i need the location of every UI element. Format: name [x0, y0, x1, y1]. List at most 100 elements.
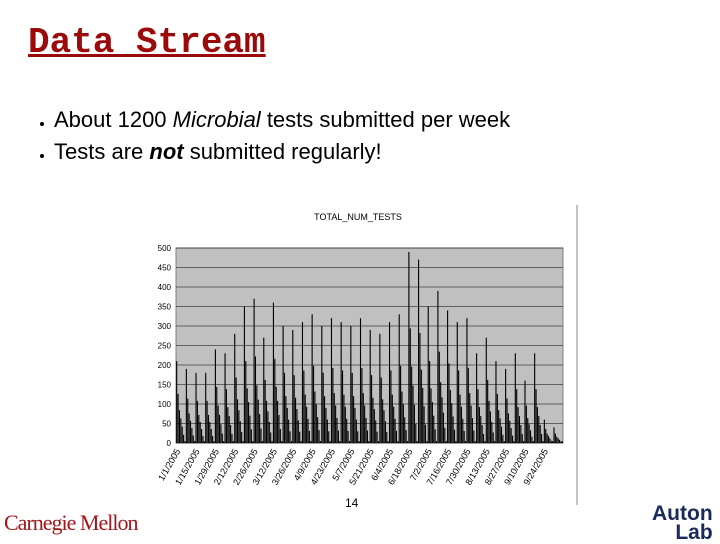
bar [202, 435, 204, 443]
bar [492, 432, 494, 443]
bar [300, 441, 302, 443]
bar [188, 413, 190, 443]
bar [354, 407, 356, 443]
bar [543, 419, 545, 443]
bar [541, 434, 543, 443]
bar [534, 353, 536, 443]
bar [545, 428, 547, 443]
bar [278, 414, 280, 443]
bar [206, 400, 208, 443]
bar [434, 429, 436, 443]
bar [250, 429, 252, 443]
bar [205, 372, 207, 443]
bar [336, 418, 338, 443]
bar [557, 438, 559, 443]
bar [445, 441, 447, 443]
bar [191, 428, 193, 443]
bar [347, 430, 349, 443]
bar [480, 416, 482, 443]
bar [484, 441, 486, 443]
bar [267, 411, 269, 443]
bar [308, 430, 310, 443]
bar [420, 369, 422, 443]
bar [488, 400, 490, 443]
bar [431, 402, 433, 443]
logo-text: Lab [675, 521, 713, 544]
y-tick-label: 50 [162, 420, 171, 429]
bar [310, 441, 312, 443]
y-tick-label: 250 [158, 342, 172, 351]
bar [265, 400, 268, 443]
bar [341, 370, 344, 443]
bar [282, 326, 284, 443]
bar [477, 389, 479, 443]
bar [357, 431, 359, 443]
y-tick-label: 350 [158, 303, 172, 312]
bar [272, 302, 274, 443]
bar [525, 405, 527, 443]
bar [556, 436, 558, 443]
bar [283, 372, 286, 443]
bar [529, 430, 532, 443]
bar [311, 314, 313, 443]
bar [234, 333, 236, 443]
bar [351, 372, 353, 443]
bar [344, 406, 346, 443]
bar [214, 349, 216, 443]
bar [491, 421, 493, 443]
bar [538, 416, 540, 443]
bar [277, 400, 279, 443]
bar [500, 426, 503, 443]
bar [236, 399, 239, 443]
bar [527, 418, 529, 443]
bar [470, 405, 472, 443]
bar [260, 428, 262, 443]
bar [314, 391, 316, 443]
bar [476, 353, 478, 443]
bar [365, 418, 367, 443]
bar [506, 398, 508, 443]
bar [502, 434, 504, 443]
bar [303, 370, 305, 443]
bar [459, 394, 461, 443]
bar [435, 441, 438, 443]
bar [429, 361, 431, 443]
bar [455, 441, 457, 443]
bar [481, 425, 483, 443]
bar [256, 385, 258, 443]
bar [560, 441, 562, 443]
bar [183, 434, 185, 443]
bar [532, 441, 534, 443]
bar [187, 398, 189, 443]
bar [397, 441, 399, 443]
bar [249, 415, 251, 443]
bar [286, 407, 288, 443]
bar [261, 441, 263, 443]
bar [321, 326, 323, 443]
bar [227, 407, 229, 443]
bar [456, 322, 458, 443]
bar [554, 433, 556, 443]
bar [400, 365, 402, 443]
bar [505, 368, 507, 443]
bar [362, 393, 364, 443]
bar [373, 409, 375, 443]
bar [264, 379, 266, 443]
bar [496, 393, 498, 443]
bar [404, 417, 406, 443]
bar [393, 406, 395, 443]
bar [469, 393, 471, 443]
text: About 1200 [54, 107, 173, 132]
bullet: About 1200 Microbial tests submitted per… [54, 104, 510, 136]
bullet-list: About 1200 Microbial tests submitted per… [22, 104, 510, 168]
bar [531, 436, 533, 443]
bar [415, 423, 417, 443]
bar [324, 396, 326, 443]
bar [198, 414, 200, 443]
bar [419, 333, 421, 443]
bar [259, 414, 261, 443]
bar [465, 441, 467, 443]
bar [441, 397, 443, 443]
bar [223, 441, 225, 443]
